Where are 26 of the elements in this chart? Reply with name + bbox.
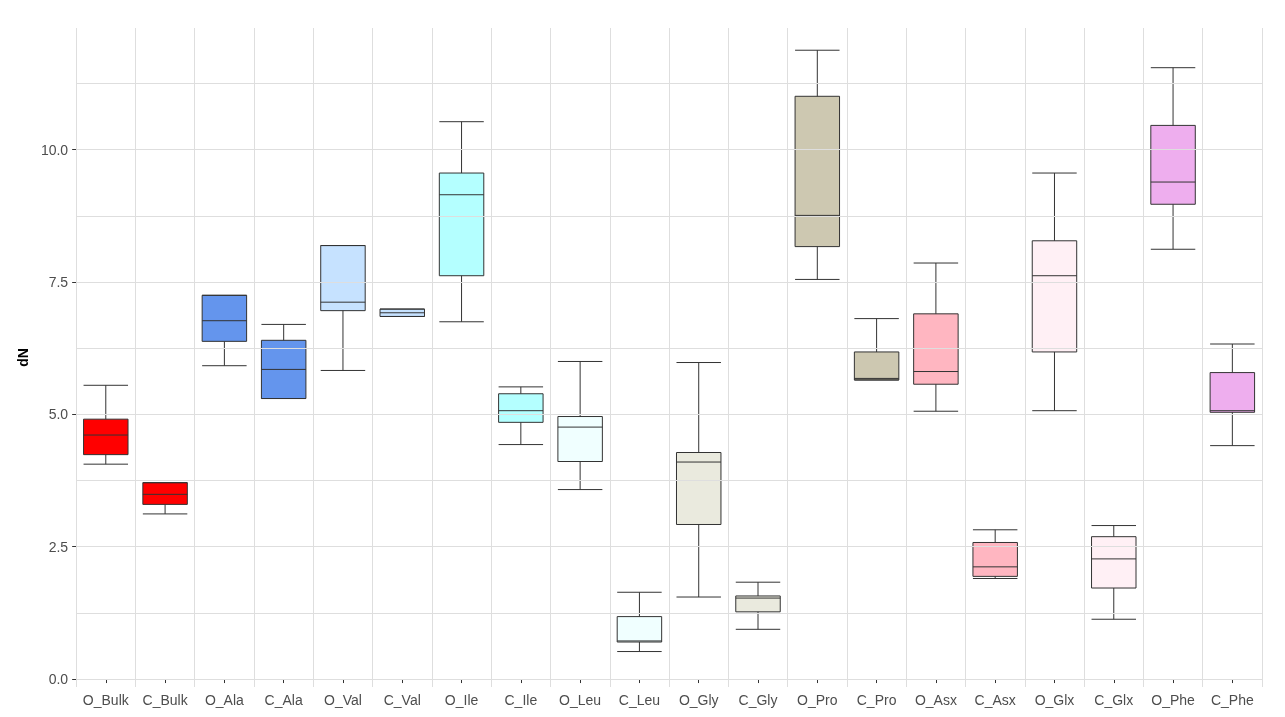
x-tick-label: O_Ala <box>204 692 245 708</box>
x-tick-label: C_Asx <box>974 692 1016 708</box>
y-axis-title: dN <box>15 348 31 367</box>
x-tick-label: O_Asx <box>914 692 957 708</box>
x-tick-label: C_Glx <box>1094 692 1134 708</box>
y-tick-label: 7.5 <box>48 274 69 291</box>
y-tick-label: 2.5 <box>48 538 69 555</box>
y-tick-label: 0.0 <box>48 671 69 688</box>
x-tick-label: O_Gly <box>678 692 719 708</box>
x-tick-label: C_Leu <box>618 692 661 708</box>
x-tick-label: C_Ile <box>504 692 538 708</box>
x-tick-label: O_Glx <box>1034 692 1075 708</box>
x-tick-label: C_Bulk <box>142 692 189 708</box>
y-tick-label: 10.0 <box>40 141 69 158</box>
x-tick-label: O_Ile <box>444 692 479 708</box>
x-tick-label: O_Pro <box>797 692 838 708</box>
x-tick-label: O_Phe <box>1151 692 1196 708</box>
y-tick-label: 5.0 <box>48 406 69 423</box>
x-tick-label: C_Phe <box>1210 692 1254 708</box>
x-tick-label: C_Ala <box>264 692 303 708</box>
x-tick-label: C_Val <box>383 692 421 708</box>
x-tick-label: O_Val <box>324 692 362 708</box>
x-tick-label: O_Leu <box>559 692 602 708</box>
x-tick-label: O_Bulk <box>82 692 130 708</box>
x-tick-label: C_Gly <box>738 692 778 708</box>
x-tick-label: C_Pro <box>856 692 897 708</box>
